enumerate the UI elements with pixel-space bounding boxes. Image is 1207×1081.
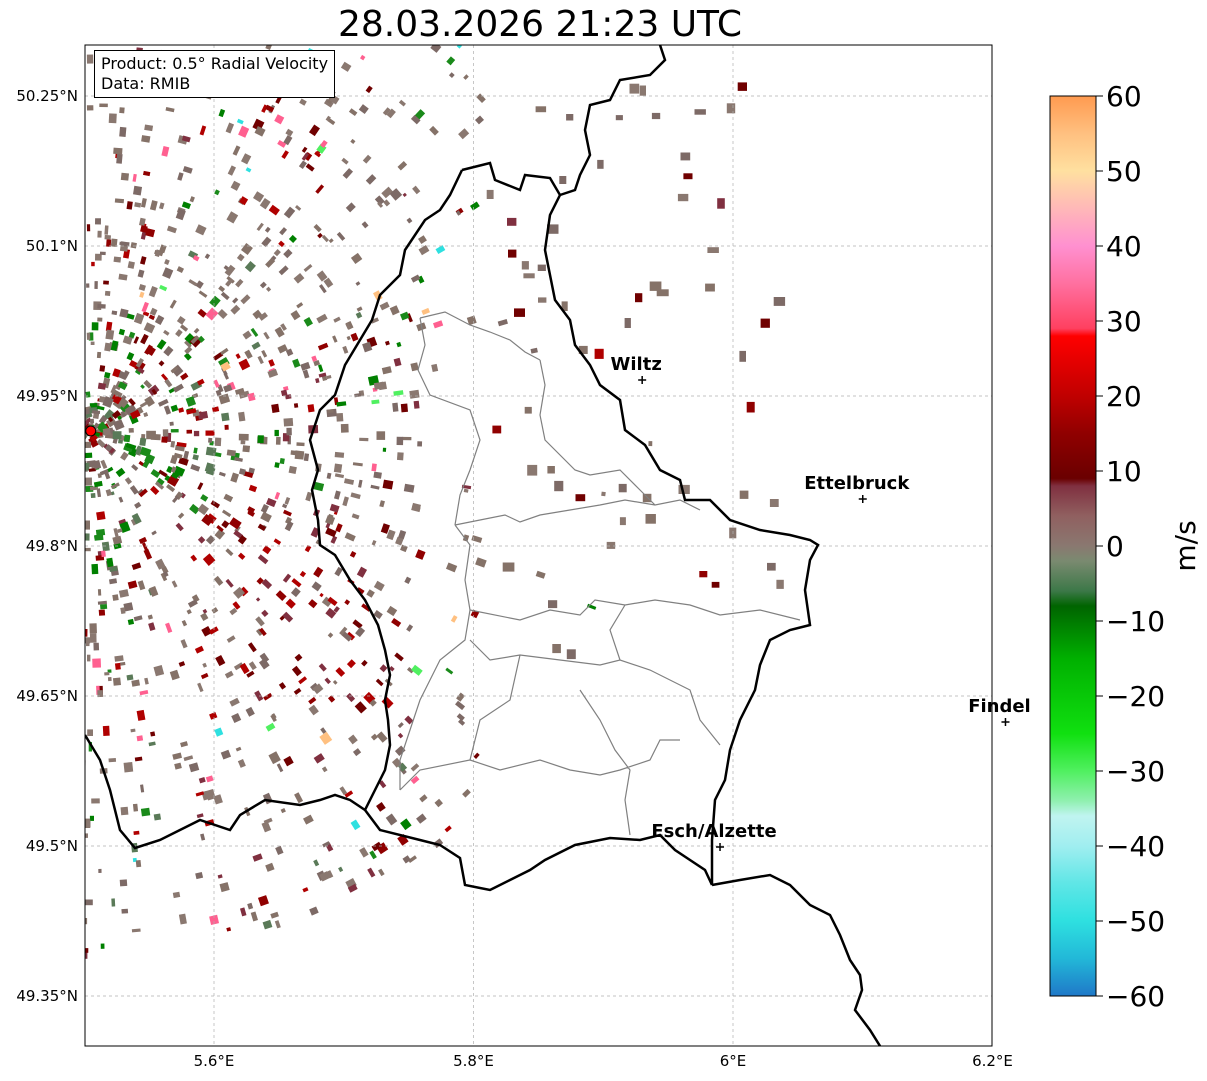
national-border-de-be xyxy=(559,45,667,197)
city-label: Findel xyxy=(968,696,1031,717)
product-info-box: Product: 0.5° Radial Velocity Data: RMIB xyxy=(94,50,336,98)
city-marker xyxy=(858,495,867,503)
colorbar-tick-label: −10 xyxy=(1106,605,1165,638)
city-marker xyxy=(716,843,725,851)
lat-tick-label: 49.8°N xyxy=(26,537,78,555)
colorbar-tick-label: 50 xyxy=(1106,155,1142,188)
city-markers: Wiltz Ettelbruck Findel Esch/Alzette xyxy=(611,354,1031,851)
city-label: Esch/Alzette xyxy=(651,821,776,842)
colorbar: 60 50 40 30 20 10 0 −10 −20 −30 −40 −50 −60 m/s xyxy=(1049,80,1202,1013)
city-marker xyxy=(638,376,647,384)
colorbar-tick-label: −30 xyxy=(1106,755,1165,788)
colorbar-tick-label: 10 xyxy=(1106,455,1142,488)
national-border-lux xyxy=(308,161,820,892)
colorbar-tick-label: 40 xyxy=(1106,230,1142,263)
lat-tick-label: 49.35°N xyxy=(16,987,78,1005)
radar-echoes xyxy=(85,45,786,959)
city-label: Ettelbruck xyxy=(804,473,910,494)
national-border-be-fr xyxy=(85,734,366,850)
lon-tick-label: 6.2°E xyxy=(972,1052,1013,1070)
lon-tick-label: 6°E xyxy=(720,1052,747,1070)
colorbar-tick-label: −60 xyxy=(1106,980,1165,1013)
product-label: Product: 0.5° Radial Velocity xyxy=(101,54,329,73)
lon-tick-label: 5.6°E xyxy=(194,1052,235,1070)
axis-labels: 50.25°N 50.1°N 49.95°N 49.8°N 49.65°N 49.5°N 4… xyxy=(16,87,1013,1070)
colorbar-tick-label: 20 xyxy=(1106,380,1142,413)
colorbar-scale xyxy=(1049,95,1097,997)
colorbar-tick-label: −50 xyxy=(1106,905,1165,938)
colorbar-tick-label: −20 xyxy=(1106,680,1165,713)
data-source-label: Data: RMIB xyxy=(101,74,191,93)
map-frame xyxy=(84,44,993,1047)
map-gridlines xyxy=(85,45,992,1046)
city-marker xyxy=(1001,718,1010,726)
map-title: 28.03.2026 21:23 UTC xyxy=(337,4,743,45)
lat-tick-label: 49.5°N xyxy=(26,837,78,855)
colorbar-unit: m/s xyxy=(1169,520,1202,571)
national-border-de-fr xyxy=(711,873,882,1046)
colorbar-tick-label: −40 xyxy=(1106,830,1165,863)
lat-tick-label: 49.65°N xyxy=(16,687,78,705)
colorbar-tick-label: 0 xyxy=(1106,530,1124,563)
lat-tick-label: 50.1°N xyxy=(26,237,78,255)
city-label: Wiltz xyxy=(611,354,662,375)
canton-boundaries xyxy=(399,311,801,836)
lat-tick-label: 50.25°N xyxy=(16,87,78,105)
colorbar-tick-label: 30 xyxy=(1106,305,1142,338)
lon-tick-label: 5.8°E xyxy=(453,1052,494,1070)
radar-site-marker xyxy=(85,425,97,437)
lat-tick-label: 49.95°N xyxy=(16,387,78,405)
colorbar-tick-label: 60 xyxy=(1106,80,1142,113)
